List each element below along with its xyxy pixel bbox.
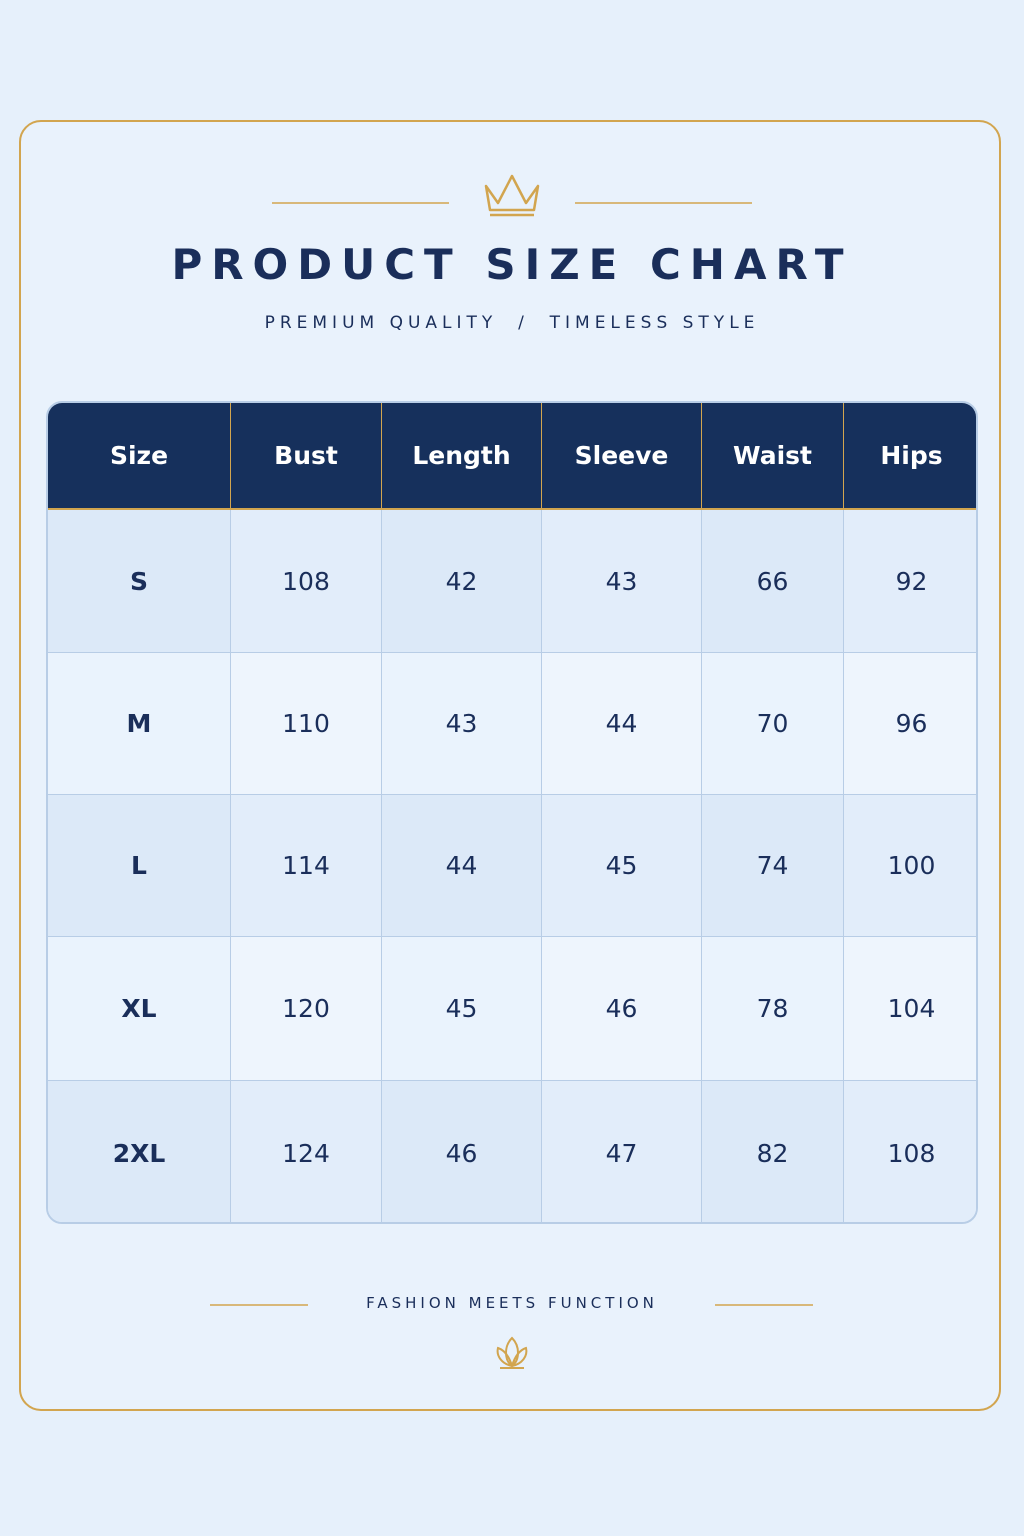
measurement: 42 xyxy=(382,510,542,653)
measurement: 70 xyxy=(702,653,844,795)
measurement: 120 xyxy=(231,937,382,1081)
column-header: Waist xyxy=(702,403,844,510)
measurement: 45 xyxy=(542,795,702,937)
column-header: Bust xyxy=(231,403,382,510)
measurement: 66 xyxy=(702,510,844,653)
measurement: 47 xyxy=(542,1081,702,1222)
measurement: 46 xyxy=(542,937,702,1081)
lotus-icon xyxy=(496,1336,528,1369)
size-label: S xyxy=(48,510,231,653)
measurement: 108 xyxy=(844,1081,976,1222)
tagline: FASHION MEETS FUNCTION xyxy=(366,1294,658,1312)
measurement: 45 xyxy=(382,937,542,1081)
measurement: 82 xyxy=(702,1081,844,1222)
column-header: Length xyxy=(382,403,542,510)
measurement: 44 xyxy=(542,653,702,795)
subtitle: PREMIUM QUALITY / TIMELESS STYLE xyxy=(264,313,760,333)
size-label: L xyxy=(48,795,231,937)
measurement: 124 xyxy=(231,1081,382,1222)
size-label: 2XL xyxy=(48,1081,231,1222)
measurement: 43 xyxy=(382,653,542,795)
column-header: Hips xyxy=(844,403,976,510)
column-header: Sleeve xyxy=(542,403,702,510)
measurement: 100 xyxy=(844,795,976,937)
measurement: 110 xyxy=(231,653,382,795)
measurement: 78 xyxy=(702,937,844,1081)
measurement: 44 xyxy=(382,795,542,937)
measurement: 96 xyxy=(844,653,976,795)
column-header: Size xyxy=(48,403,231,510)
measurement: 46 xyxy=(382,1081,542,1222)
size-table: Size Bust Length Sleeve Waist Hips S 108 42 43 66 9… xyxy=(46,401,978,1224)
title: PRODUCT SIZE CHART xyxy=(171,240,853,289)
measurement: 114 xyxy=(231,795,382,937)
measurement: 104 xyxy=(844,937,976,1081)
measurement: 74 xyxy=(702,795,844,937)
crown-icon xyxy=(484,174,540,212)
size-label: M xyxy=(48,653,231,795)
measurement: 43 xyxy=(542,510,702,653)
size-label: XL xyxy=(48,937,231,1081)
measurement: 108 xyxy=(231,510,382,653)
measurement: 92 xyxy=(844,510,976,653)
